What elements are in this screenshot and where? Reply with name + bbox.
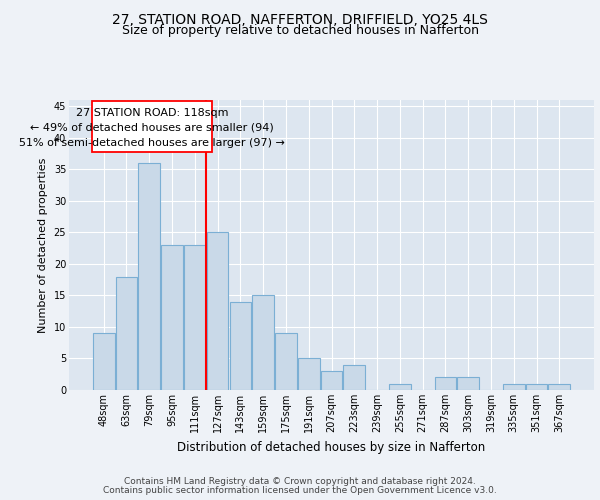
Bar (116, 276, 137, 390)
Bar (230, 302, 251, 390)
FancyBboxPatch shape (92, 102, 212, 152)
Bar (320, 371, 343, 390)
Text: 51% of semi-detached houses are larger (97) →: 51% of semi-detached houses are larger (… (19, 138, 285, 148)
Text: 27 STATION ROAD: 118sqm: 27 STATION ROAD: 118sqm (76, 108, 229, 118)
Text: Size of property relative to detached houses in Nafferton: Size of property relative to detached ho… (121, 24, 479, 37)
Bar (275, 334, 297, 390)
Bar (457, 378, 479, 390)
Bar (526, 384, 547, 390)
Bar (343, 365, 365, 390)
Bar (161, 245, 183, 390)
Y-axis label: Number of detached properties: Number of detached properties (38, 158, 48, 332)
Text: ← 49% of detached houses are smaller (94): ← 49% of detached houses are smaller (94… (30, 123, 274, 133)
Bar (389, 384, 410, 390)
Text: Contains HM Land Registry data © Crown copyright and database right 2024.: Contains HM Land Registry data © Crown c… (124, 477, 476, 486)
Bar (434, 378, 456, 390)
Bar (503, 384, 524, 390)
Text: 27, STATION ROAD, NAFFERTON, DRIFFIELD, YO25 4LS: 27, STATION ROAD, NAFFERTON, DRIFFIELD, … (112, 12, 488, 26)
Bar (548, 384, 570, 390)
Bar (184, 245, 206, 390)
X-axis label: Distribution of detached houses by size in Nafferton: Distribution of detached houses by size … (178, 440, 485, 454)
Bar (207, 232, 229, 390)
Bar (93, 334, 115, 390)
Bar (298, 358, 320, 390)
Bar (253, 296, 274, 390)
Bar (139, 163, 160, 390)
Text: Contains public sector information licensed under the Open Government Licence v3: Contains public sector information licen… (103, 486, 497, 495)
